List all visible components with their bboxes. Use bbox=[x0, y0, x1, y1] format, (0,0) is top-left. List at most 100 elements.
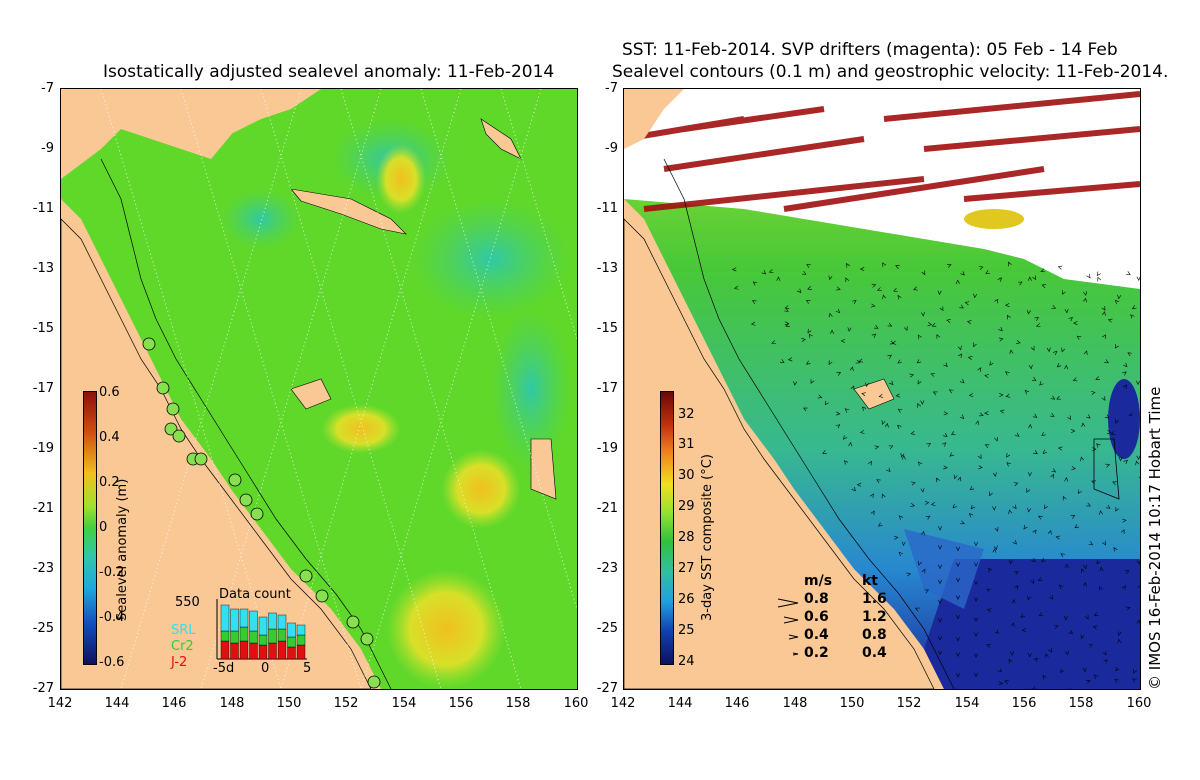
velocity-arrow bbox=[893, 535, 899, 540]
velocity-arrow bbox=[897, 424, 902, 430]
x-tick: 146 bbox=[724, 696, 750, 711]
velocity-arrow bbox=[1103, 659, 1108, 664]
velocity-arrow bbox=[848, 441, 853, 447]
velocity-arrow bbox=[957, 345, 962, 351]
velocity-arrow bbox=[1065, 650, 1069, 656]
velocity-arrow bbox=[1068, 316, 1073, 322]
velocity-arrow bbox=[895, 393, 901, 398]
legend-ms: 0.8 bbox=[804, 591, 829, 607]
velocity-arrow bbox=[891, 340, 897, 345]
velocity-arrow bbox=[1031, 557, 1036, 563]
velocity-arrow bbox=[828, 312, 833, 318]
velocity-arrow bbox=[1027, 595, 1032, 601]
velocity-arrow bbox=[1086, 414, 1091, 419]
velocity-arrow bbox=[1080, 456, 1085, 462]
velocity-arrow bbox=[1041, 557, 1046, 562]
velocity-arrow bbox=[1010, 622, 1015, 628]
x-tick: 160 bbox=[1126, 696, 1152, 711]
sla-colorbar bbox=[83, 391, 97, 665]
velocity-arrow bbox=[897, 408, 903, 413]
velocity-arrow bbox=[1136, 455, 1140, 461]
velocity-arrow bbox=[937, 290, 942, 296]
australia-coast bbox=[61, 218, 372, 689]
x-tick: 154 bbox=[391, 696, 417, 711]
velocity-arrow bbox=[871, 333, 877, 338]
velocity-arrow bbox=[1110, 431, 1116, 435]
velocity-arrow bbox=[1081, 422, 1086, 428]
velocity-arrow bbox=[1038, 515, 1043, 520]
velocity-arrow bbox=[974, 672, 978, 678]
velocity-arrow bbox=[938, 526, 943, 531]
velocity-arrow bbox=[931, 322, 937, 327]
velocity-arrow bbox=[1051, 468, 1057, 473]
velocity-arrow bbox=[897, 359, 902, 364]
velocity-arrow bbox=[805, 300, 811, 304]
velocity-arrow bbox=[861, 392, 866, 397]
velocity-arrow bbox=[761, 270, 767, 275]
data-count-xtick: 0 bbox=[261, 661, 270, 676]
velocity-arrow bbox=[1081, 568, 1085, 573]
data-count-bar bbox=[296, 624, 306, 636]
velocity-arrow bbox=[1096, 271, 1101, 277]
velocity-arrow bbox=[978, 465, 983, 470]
velocity-arrow bbox=[836, 371, 842, 376]
data-count-max: 550 bbox=[175, 595, 200, 610]
velocity-arrow bbox=[1027, 309, 1031, 315]
velocity-arrow bbox=[1059, 584, 1064, 589]
velocity-arrow bbox=[1042, 674, 1047, 680]
velocity-arrow bbox=[952, 503, 957, 509]
sla-cb-tick: -0.4 bbox=[99, 610, 125, 625]
imos-credit: © IMOS 16-Feb-2014 10:17 Hobart Time bbox=[1146, 386, 1164, 690]
sst-map[interactable]: 32 31 30 29 28 27 26 25 24 3-day SST com… bbox=[623, 88, 1141, 690]
velocity-arrow bbox=[1097, 276, 1102, 282]
velocity-arrow bbox=[1064, 477, 1069, 482]
data-count-bar bbox=[220, 630, 230, 642]
velocity-arrow bbox=[936, 477, 940, 483]
velocity-arrow bbox=[984, 411, 989, 416]
velocity-arrow bbox=[801, 338, 806, 342]
velocity-arrow bbox=[977, 454, 982, 460]
velocity-arrow bbox=[1082, 297, 1087, 303]
data-count-bar bbox=[277, 628, 287, 642]
velocity-arrow bbox=[946, 319, 951, 323]
sst-map-title-line2: Sealevel contours (0.1 m) and geostrophi… bbox=[612, 62, 1169, 82]
velocity-arrow bbox=[1041, 431, 1046, 437]
velocity-arrow bbox=[1093, 674, 1099, 679]
velocity-arrow bbox=[906, 572, 912, 577]
velocity-arrow bbox=[1046, 347, 1051, 353]
data-count-xtick: 5 bbox=[303, 661, 312, 676]
data-count-bar bbox=[220, 604, 230, 632]
velocity-arrow bbox=[1055, 535, 1061, 540]
velocity-arrow bbox=[1016, 340, 1021, 344]
data-count-bars bbox=[216, 599, 307, 660]
velocity-arrow bbox=[1009, 559, 1014, 565]
velocity-arrow bbox=[1056, 395, 1061, 400]
velocity-arrow bbox=[1031, 377, 1037, 381]
data-count-bar bbox=[287, 622, 296, 638]
legend-j2: J-2 bbox=[171, 655, 188, 670]
velocity-arrow bbox=[1117, 631, 1122, 636]
velocity-arrow bbox=[977, 367, 982, 372]
velocity-arrow bbox=[1014, 585, 1019, 590]
velocity-arrow bbox=[855, 359, 861, 364]
velocity-arrow bbox=[752, 281, 758, 286]
velocity-arrow bbox=[1117, 294, 1122, 300]
velocity-arrow bbox=[1125, 606, 1131, 611]
velocity-arrow bbox=[1086, 502, 1091, 507]
velocity-arrow bbox=[989, 491, 993, 497]
data-count-bar bbox=[230, 642, 239, 660]
velocity-arrow bbox=[1024, 390, 1030, 395]
x-tick: 152 bbox=[333, 696, 359, 711]
velocity-arrow bbox=[1048, 647, 1053, 653]
velocity-arrow bbox=[1050, 473, 1054, 479]
sla-map[interactable]: 0.6 0.4 0.2 0 -0.2 -0.4 -0.6 Sealevel an… bbox=[60, 88, 578, 690]
velocity-arrow bbox=[1032, 275, 1037, 281]
velocity-arrow bbox=[1102, 650, 1107, 656]
velocity-arrow bbox=[959, 304, 964, 309]
sla-cb-tick: -0.2 bbox=[99, 565, 125, 580]
velocity-arrow bbox=[918, 560, 922, 566]
velocity-arrow bbox=[1062, 495, 1067, 501]
velocity-arrow bbox=[938, 650, 942, 656]
velocity-arrow bbox=[959, 414, 965, 420]
x-tick: 144 bbox=[667, 696, 693, 711]
